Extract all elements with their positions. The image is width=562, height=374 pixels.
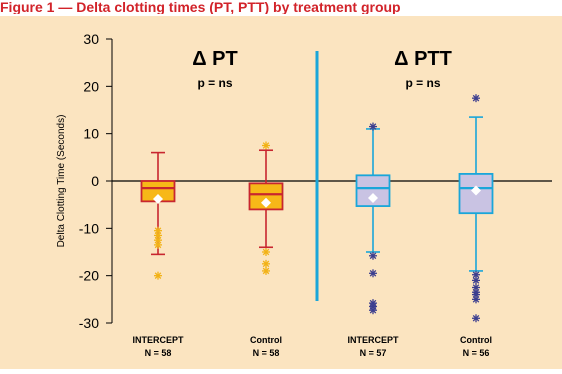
- boxplot-chart: 30 20 10 0 -10 -20 -30 Delta Clotting Time (Sec…: [56, 31, 552, 358]
- outlier-stroke: [262, 142, 270, 149]
- mean-marker: [153, 193, 163, 204]
- outlier-point: [472, 94, 480, 103]
- mean-marker: [471, 185, 481, 196]
- outlier-stroke: [262, 260, 270, 268]
- axes: 30 20 10 0 -10 -20 -30 Delta Clotting Time (Sec…: [56, 31, 552, 331]
- outlier-stroke: [369, 123, 377, 130]
- outlier-stroke: [369, 306, 377, 314]
- y-axis-title: Delta Clotting Time (Seconds): [56, 115, 67, 248]
- outlier-point: [369, 251, 377, 260]
- outlier-point: [262, 259, 270, 268]
- outlier-stroke: [154, 227, 162, 234]
- outlier-point: [472, 314, 480, 323]
- outlier-stroke: [154, 232, 162, 239]
- category-label: Control: [460, 335, 492, 345]
- outlier-stroke: [262, 248, 270, 256]
- outlier-stroke: [154, 236, 162, 244]
- box-1-0: [355, 122, 391, 315]
- y-tick-label: 20: [83, 78, 99, 94]
- group-pvalue: p = ns: [197, 76, 232, 90]
- outlier-stroke: [154, 241, 162, 249]
- outlier-stroke: [369, 252, 377, 260]
- outlier-stroke: [472, 291, 480, 298]
- box-1-1: [458, 94, 494, 323]
- outlier-point: [262, 141, 270, 150]
- outlier-point: [472, 283, 480, 292]
- outlier-stroke: [262, 267, 270, 275]
- y-tick-label: -30: [79, 315, 99, 331]
- outlier-point: [262, 266, 270, 275]
- box-0-1: [248, 141, 284, 275]
- outlier-point: [262, 248, 270, 256]
- outlier-point: [472, 270, 480, 279]
- category-label: INTERCEPT: [347, 335, 399, 345]
- outlier-point: [472, 295, 480, 304]
- chart-labels: Δ PT p = ns INTERCEPT N = 58 Control N = 58 Δ …: [132, 48, 492, 358]
- outlier-point: [472, 276, 480, 285]
- outlier-stroke: [154, 272, 162, 279]
- chart-panel: 30 20 10 0 -10 -20 -30 Delta Clotting Time (Sec…: [0, 16, 562, 369]
- group-pvalue: p = ns: [405, 76, 440, 90]
- outlier-stroke: [472, 94, 480, 102]
- outlier-point: [154, 240, 162, 249]
- outlier-point: [369, 269, 377, 278]
- category-n-label: N = 58: [253, 348, 280, 358]
- outlier-stroke: [472, 271, 480, 279]
- figure-caption: Figure 1 — Delta clotting times (PT, PTT…: [0, 0, 401, 14]
- outlier-stroke: [369, 270, 377, 277]
- outlier-stroke: [472, 296, 480, 303]
- group-title: Δ PT: [192, 48, 238, 70]
- plot-area: [140, 94, 494, 323]
- iqr-box: [355, 174, 391, 207]
- group-title: Δ PTT: [394, 48, 452, 70]
- mean-marker: [368, 193, 378, 204]
- outlier-point: [154, 271, 162, 280]
- outlier-point: [369, 306, 377, 315]
- category-label: INTERCEPT: [132, 335, 184, 345]
- y-tick-label: 10: [83, 126, 99, 142]
- category-n-label: N = 57: [360, 348, 387, 358]
- category-n-label: N = 56: [463, 348, 490, 358]
- y-tick-label: -10: [79, 220, 99, 236]
- y-tick-label: -20: [79, 268, 99, 284]
- box-0-0: [140, 151, 176, 280]
- category-n-label: N = 58: [145, 348, 172, 358]
- y-tick-label: 0: [91, 173, 99, 189]
- outlier-point: [369, 122, 377, 131]
- category-label: Control: [250, 335, 282, 345]
- mean-marker: [261, 197, 271, 208]
- y-tick-label: 30: [83, 31, 99, 47]
- outlier-stroke: [472, 314, 480, 322]
- outlier-stroke: [472, 284, 480, 291]
- outlier-stroke: [472, 277, 480, 284]
